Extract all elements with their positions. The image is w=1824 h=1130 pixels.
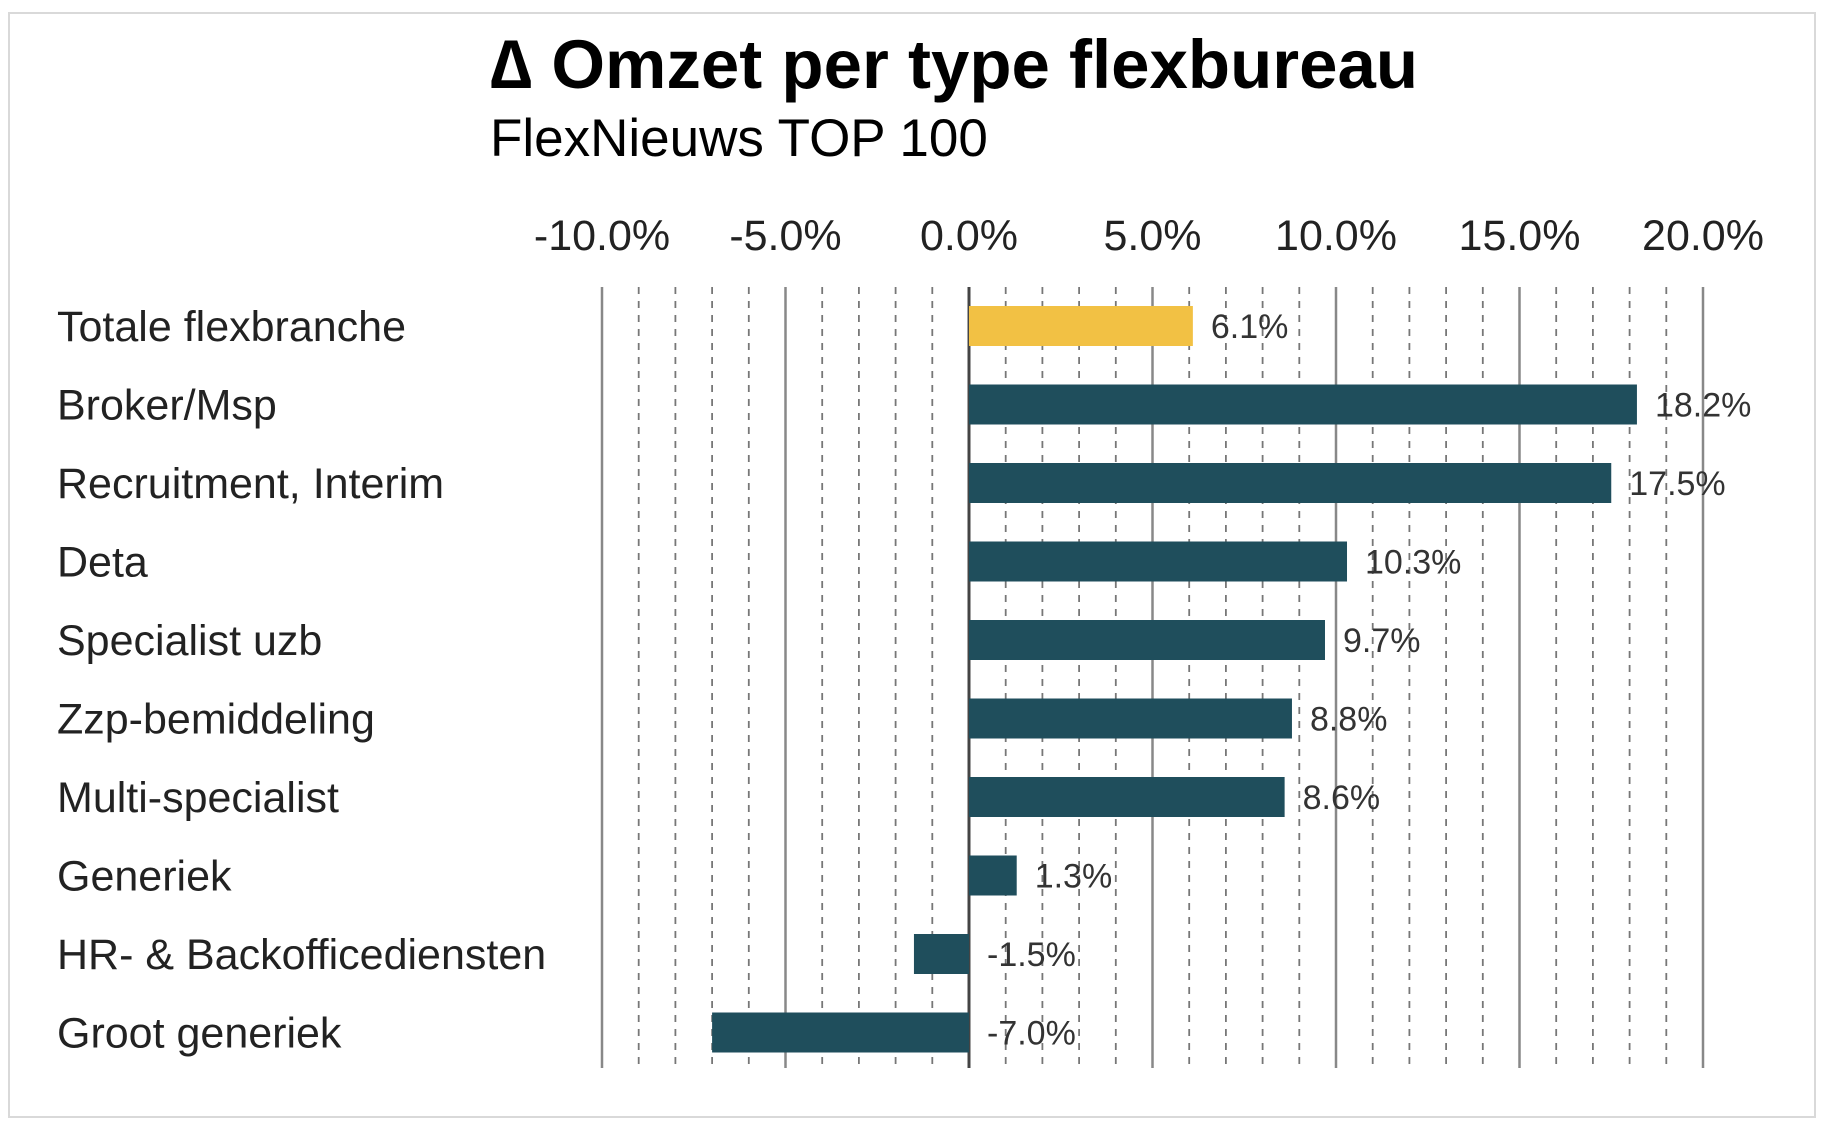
chart-subtitle: FlexNieuws TOP 100 [490, 109, 988, 168]
x-tick-label: 20.0% [1642, 212, 1764, 260]
category-label: Totale flexbranche [57, 303, 406, 351]
x-tick-label: 0.0% [920, 212, 1018, 260]
x-tick-label: -10.0% [534, 212, 670, 260]
bar [969, 855, 1017, 896]
x-tick-label: 15.0% [1459, 212, 1581, 260]
data-label: 18.2% [1655, 387, 1751, 425]
bars [712, 306, 1637, 1053]
data-label: 9.7% [1343, 622, 1421, 660]
data-label: 1.3% [1035, 858, 1113, 896]
x-axis-ticks: -10.0% -5.0% 0.0% 5.0% 10.0% 15.0% 20.0% [534, 212, 1764, 260]
category-label: Groot generiek [57, 1010, 342, 1058]
x-tick-label: 5.0% [1103, 212, 1201, 260]
bar [969, 384, 1637, 425]
category-label: Deta [57, 539, 148, 587]
category-label: Multi-specialist [57, 774, 339, 822]
category-label: Specialist uzb [57, 617, 322, 665]
bar [969, 463, 1612, 503]
data-label: 8.6% [1303, 779, 1381, 817]
bar [969, 306, 1193, 346]
bar [969, 620, 1325, 660]
bar [969, 777, 1285, 817]
bar [712, 1012, 969, 1053]
x-tick-label: 10.0% [1275, 212, 1397, 260]
category-labels: Totale flexbranche Broker/Msp Recruitment,… [57, 303, 546, 1058]
category-label: Recruitment, Interim [57, 460, 444, 508]
bar [969, 541, 1348, 582]
category-label: Zzp-bemiddeling [57, 696, 375, 744]
category-label: HR- & Backofficediensten [57, 931, 546, 979]
chart-frame [8, 12, 1816, 1118]
data-label: 6.1% [1211, 308, 1289, 346]
data-labels: 6.1% 18.2% 17.5% 10.3% 9.7% 8.8% 8.6% 1.3% -1.5%… [987, 308, 1751, 1053]
bar [969, 698, 1292, 739]
data-label: 17.5% [1629, 465, 1725, 503]
x-tick-label: -5.0% [729, 212, 841, 260]
bar [913, 934, 969, 974]
chart-title: ∆ Omzet per type flexbureau [490, 26, 1418, 103]
data-label: 8.8% [1310, 701, 1388, 739]
category-label: Generiek [57, 853, 232, 901]
data-label: -7.0% [987, 1015, 1076, 1053]
data-label: 10.3% [1365, 544, 1461, 582]
category-label: Broker/Msp [57, 382, 277, 430]
data-label: -1.5% [987, 936, 1076, 974]
